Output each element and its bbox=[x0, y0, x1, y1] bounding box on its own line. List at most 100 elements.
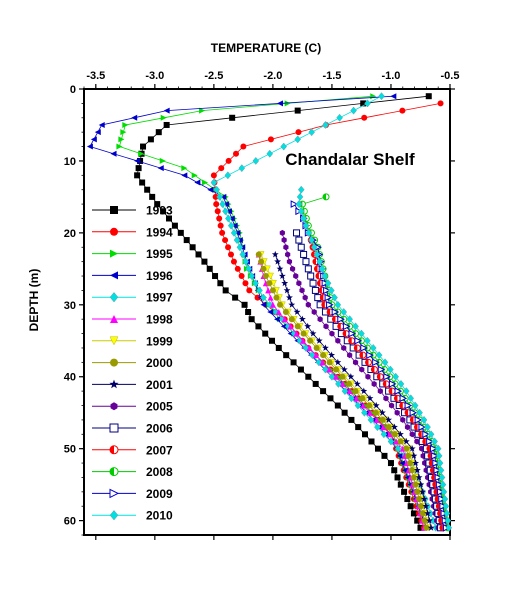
data-point bbox=[370, 366, 378, 374]
y-tick-label: 50 bbox=[64, 444, 76, 456]
data-point bbox=[435, 451, 443, 460]
legend-item-2006: 2006 bbox=[92, 422, 173, 436]
data-point bbox=[304, 322, 312, 330]
data-point bbox=[347, 373, 355, 380]
data-point bbox=[340, 365, 348, 373]
data-point bbox=[394, 444, 402, 453]
data-point bbox=[435, 480, 444, 489]
data-point bbox=[367, 415, 375, 424]
x-tick-label: -1.0 bbox=[381, 70, 400, 82]
data-point bbox=[437, 466, 445, 475]
data-point bbox=[317, 316, 323, 323]
data-point bbox=[407, 503, 414, 510]
data-point bbox=[412, 459, 420, 466]
data-point bbox=[240, 143, 247, 150]
data-point bbox=[385, 424, 392, 431]
data-point bbox=[296, 192, 304, 201]
data-point bbox=[206, 265, 213, 272]
legend-label: 2001 bbox=[146, 378, 173, 392]
chart-annotation: Chandalar Shelf bbox=[285, 150, 415, 169]
data-point bbox=[258, 258, 265, 265]
data-point bbox=[334, 402, 341, 409]
data-point bbox=[238, 164, 246, 173]
data-point bbox=[227, 251, 234, 258]
legend-marker bbox=[109, 423, 119, 433]
data-point bbox=[245, 309, 252, 315]
data-point bbox=[425, 517, 433, 524]
data-point bbox=[442, 502, 450, 511]
data-point bbox=[369, 343, 377, 352]
data-point bbox=[219, 229, 226, 236]
data-point bbox=[322, 120, 329, 129]
data-point bbox=[302, 258, 310, 266]
data-point bbox=[231, 222, 238, 229]
data-point bbox=[372, 358, 380, 367]
legend-marker bbox=[109, 488, 120, 499]
data-point bbox=[181, 172, 188, 179]
y-tick-label: 10 bbox=[64, 156, 76, 168]
data-point bbox=[216, 215, 223, 222]
data-point bbox=[234, 265, 241, 272]
data-point bbox=[354, 336, 363, 345]
data-point bbox=[222, 237, 229, 244]
data-point bbox=[225, 157, 232, 164]
data-point bbox=[300, 214, 307, 223]
legend-label: 2007 bbox=[146, 443, 173, 457]
data-point bbox=[134, 157, 141, 164]
legend-marker bbox=[110, 402, 118, 411]
data-point bbox=[366, 394, 374, 402]
data-point bbox=[394, 474, 401, 481]
data-point bbox=[222, 207, 229, 216]
data-point bbox=[293, 273, 299, 280]
data-point bbox=[391, 431, 398, 438]
data-point bbox=[323, 286, 331, 295]
data-point bbox=[372, 409, 379, 416]
data-point bbox=[328, 372, 336, 381]
data-point bbox=[387, 460, 394, 467]
data-point bbox=[422, 502, 430, 510]
data-point bbox=[409, 431, 415, 438]
data-point bbox=[341, 387, 349, 396]
data-point bbox=[307, 272, 315, 280]
data-point bbox=[413, 466, 421, 474]
data-point bbox=[385, 416, 393, 423]
data-point bbox=[278, 272, 286, 279]
data-point bbox=[98, 121, 105, 128]
data-point bbox=[365, 373, 371, 380]
data-point bbox=[438, 473, 446, 482]
series-line bbox=[305, 218, 444, 528]
data-point bbox=[262, 273, 269, 280]
legend-marker bbox=[110, 315, 118, 323]
legend-label: 1996 bbox=[146, 269, 173, 283]
data-point bbox=[339, 380, 346, 387]
data-point bbox=[419, 510, 426, 517]
data-point bbox=[416, 496, 423, 503]
data-point bbox=[310, 243, 318, 252]
data-point bbox=[254, 294, 261, 301]
data-point bbox=[286, 258, 293, 265]
data-point bbox=[427, 524, 435, 531]
data-point bbox=[283, 244, 289, 251]
data-point bbox=[353, 395, 360, 402]
data-point bbox=[260, 265, 267, 272]
data-point bbox=[360, 344, 368, 352]
data-point bbox=[420, 495, 428, 502]
data-point bbox=[295, 236, 303, 244]
data-point bbox=[350, 106, 357, 115]
data-point bbox=[289, 265, 296, 272]
data-point bbox=[411, 401, 419, 410]
data-point bbox=[342, 330, 350, 338]
data-point bbox=[382, 380, 390, 388]
data-point bbox=[294, 107, 301, 114]
data-point bbox=[199, 107, 206, 114]
data-point bbox=[217, 280, 224, 287]
data-point bbox=[307, 337, 314, 344]
data-point bbox=[396, 452, 403, 459]
data-point bbox=[424, 509, 432, 517]
data-point bbox=[322, 344, 329, 351]
y-tick-label: 60 bbox=[64, 516, 76, 528]
data-point bbox=[160, 208, 167, 215]
data-point bbox=[120, 129, 127, 136]
data-point bbox=[262, 330, 269, 337]
data-point bbox=[378, 409, 386, 416]
